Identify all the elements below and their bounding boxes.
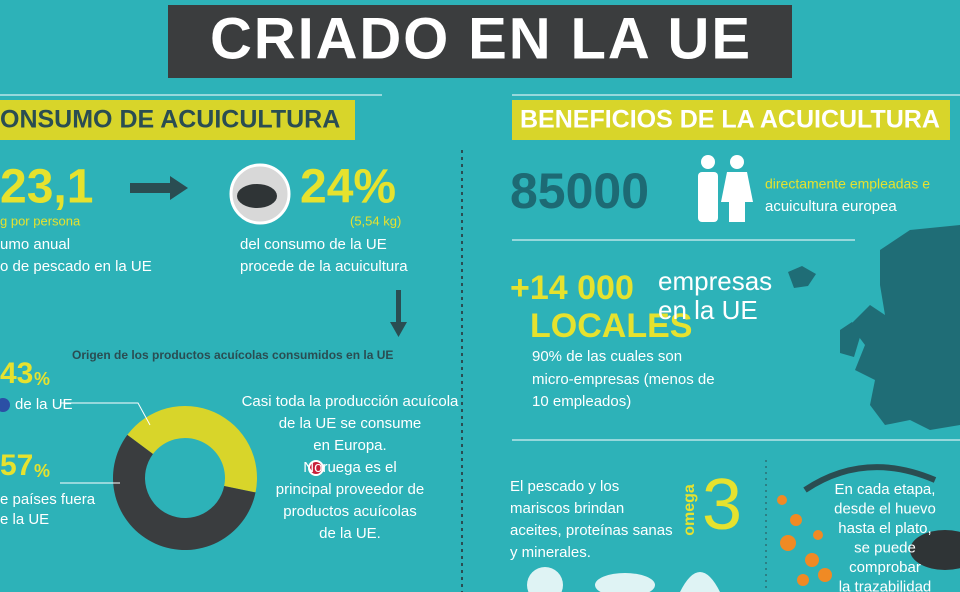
seafood-icons (527, 567, 720, 592)
caption: directamente empleadas e (765, 176, 930, 192)
note-line: Noruega es el (303, 459, 396, 476)
donut (112, 406, 257, 550)
stat: 23,1 (0, 161, 93, 214)
section-title: ONSUMO DE ACUICULTURA (0, 106, 340, 134)
share-value: 43 (0, 357, 33, 390)
section-bar (512, 100, 950, 140)
note-line: de la UE se consume (279, 415, 422, 432)
stat: 85000 (510, 163, 649, 219)
share-unit: % (34, 461, 50, 481)
share-label: de la UE (15, 396, 73, 413)
caption: aceites, proteínas sanas (510, 522, 673, 539)
people-icon (698, 155, 753, 222)
caption: o de pescado en la UE (0, 258, 152, 275)
note-line: productos acuícolas (283, 503, 416, 520)
caption: El pescado y los (510, 478, 619, 495)
caption: umo anual (0, 236, 70, 253)
flag (0, 398, 10, 412)
note-line: de la UE. (319, 525, 381, 542)
caption: empresas (658, 266, 772, 296)
page-title: CRIADO EN LA UE (210, 6, 750, 71)
arrow (130, 176, 188, 200)
omega: omega (681, 484, 698, 536)
europe-map (840, 322, 860, 357)
caption: acuicultura europea (765, 198, 897, 215)
caption: mariscos brindan (510, 500, 624, 517)
caption: micro-empresas (menos de (532, 371, 715, 388)
section-bar (0, 100, 355, 140)
caption: procede de la acuicultura (240, 258, 408, 275)
caption: 90% de las cuales son (532, 348, 682, 365)
caption: y minerales. (510, 544, 591, 561)
note-line: Casi toda la producción acuícola (242, 393, 459, 410)
eggs (777, 495, 832, 586)
omega: 3 (702, 465, 742, 545)
trace-line: comprobar (849, 559, 921, 576)
trace-line: hasta el plato, (838, 520, 931, 537)
donut-segment (112, 434, 256, 550)
caption: en la UE (658, 295, 758, 325)
caption: del consumo de la UE (240, 236, 387, 253)
stat: 24% (300, 161, 396, 214)
trace-line: desde el huevo (834, 500, 936, 517)
section-title: BENEFICIOS DE LA ACUICULTURA (520, 106, 940, 134)
donut-segment (127, 406, 257, 493)
trace: En cada etapa, desde el huevo hasta el pla… (834, 481, 936, 592)
title-bar (168, 5, 792, 78)
fish-icon (237, 184, 277, 208)
note-line: en Europa. (313, 437, 386, 454)
note: Casi toda la producción acuícola de la UE… (242, 393, 459, 542)
arrow (803, 464, 937, 493)
flag (308, 460, 324, 476)
arrow (390, 290, 407, 337)
caption: 10 empleados) (532, 393, 631, 410)
share-unit: % (34, 369, 50, 389)
europe-map (788, 225, 960, 430)
trace-line: se puede (854, 539, 916, 556)
stat: LOCALES (530, 307, 692, 345)
chart-title: Origen de los productos acuícolas consum… (72, 348, 393, 362)
note-line: principal proveedor de (276, 481, 424, 498)
leader (60, 402, 151, 426)
trace-line: la trazabilidad (839, 578, 932, 592)
fish-icon (910, 530, 960, 570)
share-label: e países fuera (0, 491, 96, 508)
trace-line: En cada etapa, (835, 481, 936, 498)
unit: (5,54 kg) (350, 213, 401, 228)
share-label: e la UE (0, 511, 49, 528)
unit: g por persona (0, 213, 81, 228)
share-value: 57 (0, 449, 33, 482)
stat: +14 000 (510, 269, 634, 307)
